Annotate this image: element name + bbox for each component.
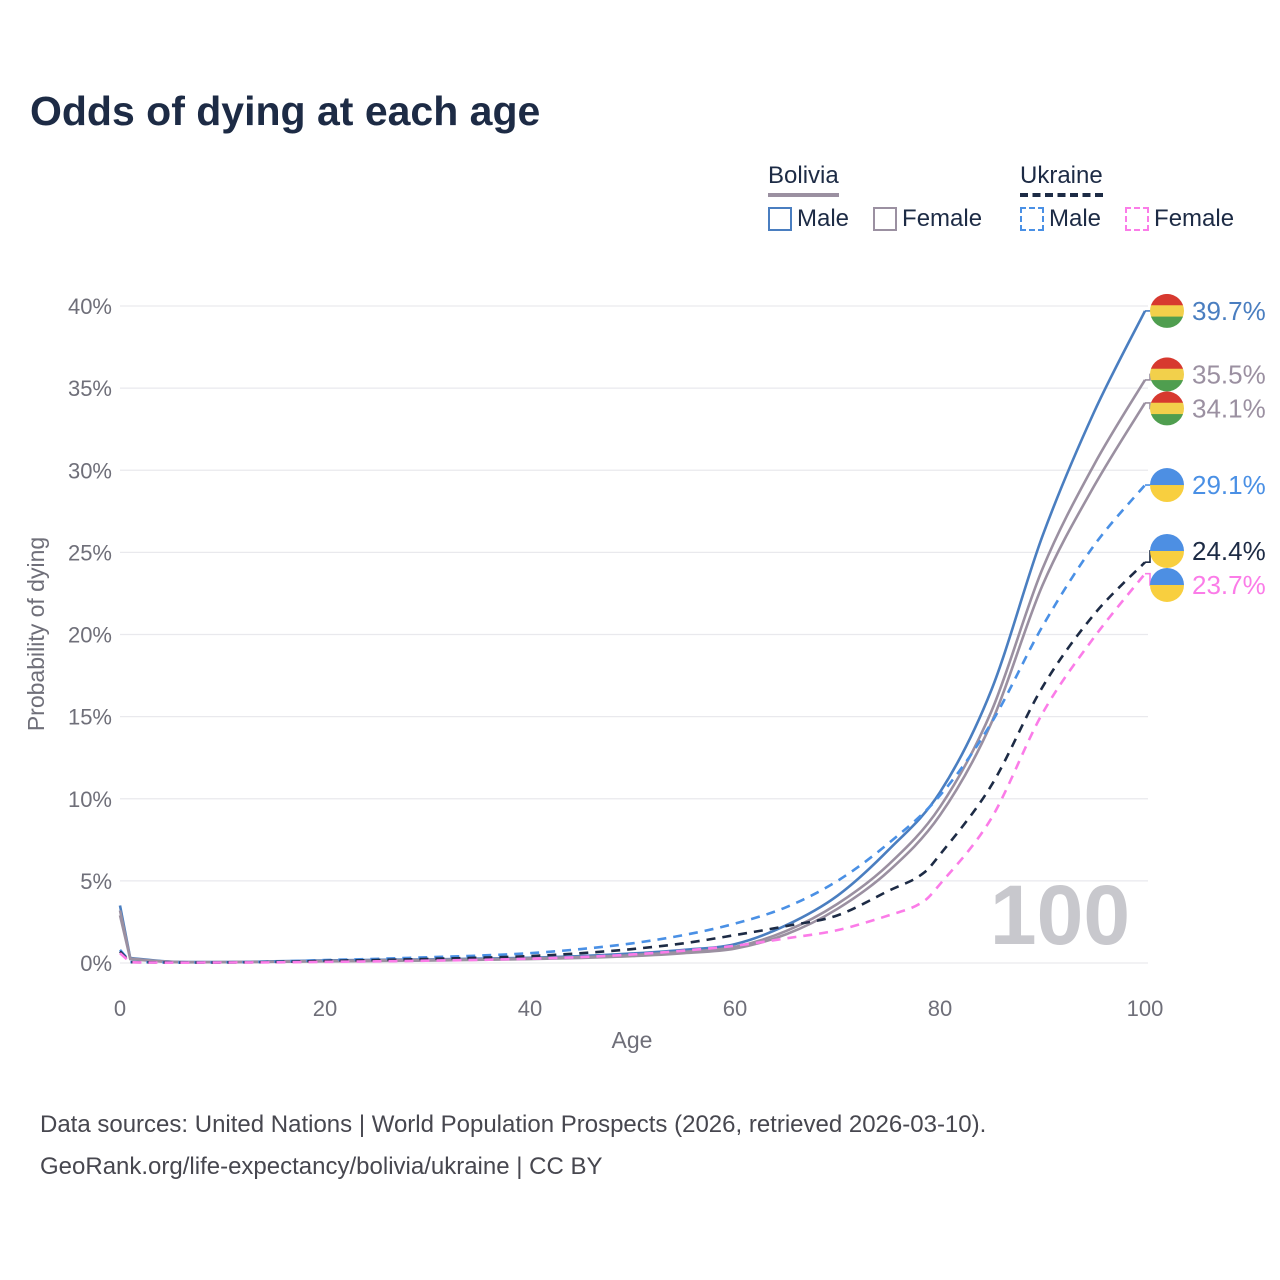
- y-tick-label: 15%: [68, 705, 112, 730]
- footer-data-sources: Data sources: United Nations | World Pop…: [40, 1111, 987, 1138]
- bolivia-flag-icon: [1150, 357, 1184, 392]
- ukraine-flag-icon: [1150, 567, 1184, 602]
- x-tick-label: 40: [518, 996, 542, 1021]
- series-line-bolivia-male: [118, 310, 1147, 964]
- legend-country-label-bolivia: Bolivia: [768, 162, 839, 197]
- bolivia-flag-icon: [1150, 391, 1184, 426]
- y-tick-label: 10%: [68, 787, 112, 812]
- legend-item-label: Male: [797, 205, 850, 232]
- y-tick-label: 5%: [80, 869, 112, 894]
- chart-title: Odds of dying at each age: [30, 88, 541, 134]
- y-axis-title: Probability of dying: [23, 537, 49, 731]
- legend-group-ukraine: Ukraine Male Female: [1020, 162, 1234, 233]
- legend-country-label-ukraine: Ukraine: [1020, 162, 1103, 197]
- legend-swatch-icon[interactable]: [1020, 207, 1044, 231]
- x-tick-label: 80: [928, 996, 952, 1021]
- end-value-label-ukraine-female: 23.7%: [1192, 570, 1266, 600]
- legend-swatch-icon[interactable]: [873, 207, 898, 231]
- legend-item-bolivia-female[interactable]: Female: [873, 205, 982, 233]
- legend-swatch-icon[interactable]: [768, 207, 792, 231]
- y-tick-label: 0%: [80, 951, 112, 976]
- legend-group-bolivia: Bolivia Male Female: [768, 162, 982, 233]
- legend-item-label: Male: [1049, 205, 1102, 232]
- legend-item-ukraine-female[interactable]: Female: [1125, 205, 1234, 233]
- end-value-label-bolivia-female: 34.1%: [1192, 393, 1266, 423]
- end-value-label-bolivia-male: 39.7%: [1192, 296, 1266, 326]
- legend-item-label: Female: [902, 205, 983, 232]
- y-tick-label: 35%: [68, 376, 112, 401]
- legend-item-label: Female: [1154, 205, 1235, 232]
- y-tick-label: 20%: [68, 623, 112, 648]
- ukraine-flag-icon: [1150, 533, 1184, 568]
- legend-swatch-icon[interactable]: [1125, 207, 1150, 231]
- y-tick-label: 25%: [68, 540, 112, 565]
- x-tick-label: 0: [114, 996, 126, 1021]
- bolivia-flag-icon: [1150, 293, 1184, 328]
- end-value-label-ukraine-both: 24.4%: [1192, 536, 1266, 566]
- legend: Bolivia Male Female Ukraine Male Female: [0, 162, 1280, 242]
- y-tick-label: 30%: [68, 458, 112, 483]
- footer: Data sources: United Nations | World Pop…: [40, 1104, 986, 1188]
- series-line-ukraine-female: [119, 572, 1147, 964]
- y-tick-label: 40%: [68, 294, 112, 319]
- end-value-label-ukraine-male: 29.1%: [1192, 470, 1266, 500]
- x-axis-title: Age: [612, 1027, 653, 1053]
- x-tick-label: 60: [723, 996, 747, 1021]
- x-tick-label: 100: [1127, 996, 1164, 1021]
- series-line-ukraine-both: [119, 561, 1146, 964]
- x-tick-label: 20: [313, 996, 337, 1021]
- age-watermark: 100: [990, 868, 1130, 962]
- end-value-label-bolivia-both: 35.5%: [1192, 359, 1266, 389]
- legend-item-bolivia-male[interactable]: Male: [768, 205, 849, 233]
- footer-attribution: GeoRank.org/life-expectancy/bolivia/ukra…: [40, 1153, 603, 1180]
- ukraine-flag-icon: [1150, 468, 1184, 503]
- legend-item-ukraine-male[interactable]: Male: [1020, 205, 1101, 233]
